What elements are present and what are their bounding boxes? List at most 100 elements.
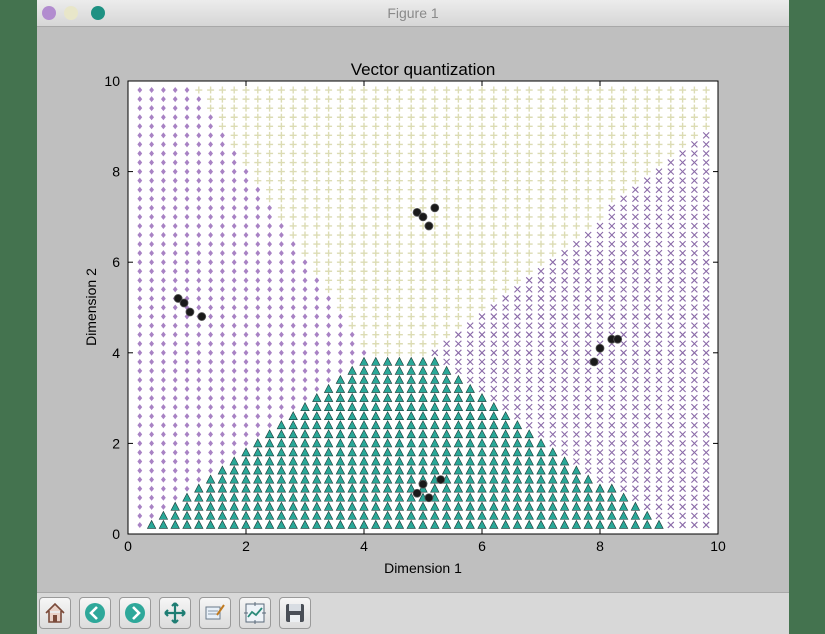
- region-marker-triangle: [618, 510, 629, 520]
- region-marker-x: [655, 340, 663, 348]
- home-button[interactable]: [39, 597, 71, 629]
- region-marker-diamond: [220, 367, 225, 374]
- region-marker-diamond: [220, 395, 225, 402]
- region-marker-diamond: [208, 367, 213, 374]
- region-marker-triangle: [394, 492, 405, 502]
- chart-title: Vector quantization: [351, 60, 496, 79]
- region-marker-x: [502, 376, 509, 384]
- minimize-button[interactable]: [64, 6, 78, 20]
- region-marker-plus: [336, 285, 344, 293]
- region-marker-plus: [443, 104, 451, 112]
- region-marker-diamond: [137, 331, 143, 338]
- region-marker-triangle: [607, 492, 617, 502]
- region-marker-plus: [572, 95, 580, 103]
- region-marker-triangle: [418, 402, 428, 411]
- region-marker-x: [620, 376, 627, 384]
- region-marker-triangle: [288, 411, 298, 421]
- region-marker-triangle: [477, 392, 487, 402]
- region-marker-triangle: [559, 474, 570, 484]
- region-marker-triangle: [229, 483, 239, 493]
- region-marker-x: [667, 385, 675, 393]
- region-marker-x: [549, 376, 557, 384]
- close-button[interactable]: [42, 6, 56, 20]
- region-marker-plus: [384, 240, 392, 248]
- region-marker-triangle: [465, 474, 475, 484]
- region-marker-diamond: [161, 250, 166, 257]
- configure-subplots-button[interactable]: [239, 597, 271, 629]
- region-marker-triangle: [182, 492, 192, 502]
- region-marker-diamond: [243, 213, 249, 220]
- region-marker-triangle: [394, 438, 405, 448]
- region-marker-x: [608, 322, 616, 330]
- region-marker-x: [620, 258, 627, 266]
- region-marker-x: [608, 376, 616, 384]
- region-marker-plus: [631, 177, 639, 185]
- region-marker-triangle: [430, 519, 440, 529]
- region-marker-plus: [513, 104, 521, 112]
- region-marker-diamond: [267, 404, 272, 411]
- region-marker-x: [596, 313, 604, 320]
- region-marker-plus: [466, 204, 474, 212]
- region-marker-x: [537, 421, 545, 429]
- region-marker-plus: [218, 122, 226, 130]
- region-marker-x: [655, 285, 663, 293]
- region-marker-x: [466, 367, 474, 375]
- region-marker-diamond: [184, 222, 190, 229]
- region-marker-plus: [584, 95, 592, 103]
- region-marker-triangle: [217, 492, 228, 502]
- region-marker-triangle: [300, 465, 310, 475]
- region-marker-plus: [266, 177, 274, 185]
- forward-button[interactable]: [119, 597, 151, 629]
- region-marker-x: [702, 476, 710, 484]
- region-marker-triangle: [477, 411, 487, 421]
- region-marker-plus: [348, 186, 356, 194]
- region-marker-plus: [395, 276, 403, 284]
- title-bar[interactable]: Figure 1: [37, 0, 789, 27]
- region-marker-plus: [407, 240, 415, 248]
- save-button[interactable]: [279, 597, 311, 629]
- region-marker-triangle: [335, 510, 346, 520]
- region-marker-x: [608, 222, 616, 230]
- region-marker-x: [667, 331, 675, 339]
- region-marker-plus: [572, 140, 580, 148]
- pan-button[interactable]: [159, 597, 191, 629]
- back-button[interactable]: [79, 597, 111, 629]
- region-marker-triangle: [359, 510, 369, 520]
- figure-canvas[interactable]: 0 2 4 6 8 10 0 2 4 6 8 10 Vector quantization Dimen…: [37, 27, 789, 587]
- region-marker-x: [596, 331, 604, 339]
- region-marker-plus: [454, 195, 462, 203]
- region-marker-x: [608, 349, 616, 357]
- region-marker-plus: [336, 294, 344, 302]
- region-marker-diamond: [196, 395, 202, 402]
- region-marker-triangle: [312, 402, 322, 411]
- region-marker-x: [643, 467, 651, 474]
- region-marker-plus: [454, 213, 462, 221]
- region-marker-diamond: [161, 358, 166, 365]
- region-marker-plus: [608, 95, 616, 103]
- region-marker-diamond: [196, 349, 202, 356]
- region-marker-x: [608, 440, 616, 447]
- region-marker-x: [702, 485, 710, 493]
- region-marker-plus: [372, 285, 380, 293]
- region-marker-plus: [348, 231, 356, 239]
- region-marker-plus: [596, 122, 604, 130]
- region-marker-diamond: [184, 159, 190, 166]
- region-marker-plus: [561, 113, 569, 121]
- region-marker-triangle: [229, 465, 239, 475]
- region-marker-x: [537, 304, 545, 311]
- region-marker-diamond: [290, 313, 296, 320]
- region-marker-x: [525, 331, 533, 339]
- region-marker-plus: [525, 177, 533, 185]
- maximize-button[interactable]: [91, 6, 105, 20]
- region-marker-plus: [277, 177, 285, 185]
- region-marker-x: [632, 322, 639, 330]
- region-marker-diamond: [208, 268, 213, 275]
- region-marker-plus: [431, 95, 439, 103]
- region-marker-plus: [702, 122, 710, 130]
- region-marker-plus: [690, 131, 698, 139]
- region-marker-x: [608, 204, 616, 212]
- region-marker-x: [549, 421, 557, 429]
- data-point: [430, 203, 440, 213]
- zoom-button[interactable]: [199, 597, 231, 629]
- region-marker-triangle: [253, 510, 263, 520]
